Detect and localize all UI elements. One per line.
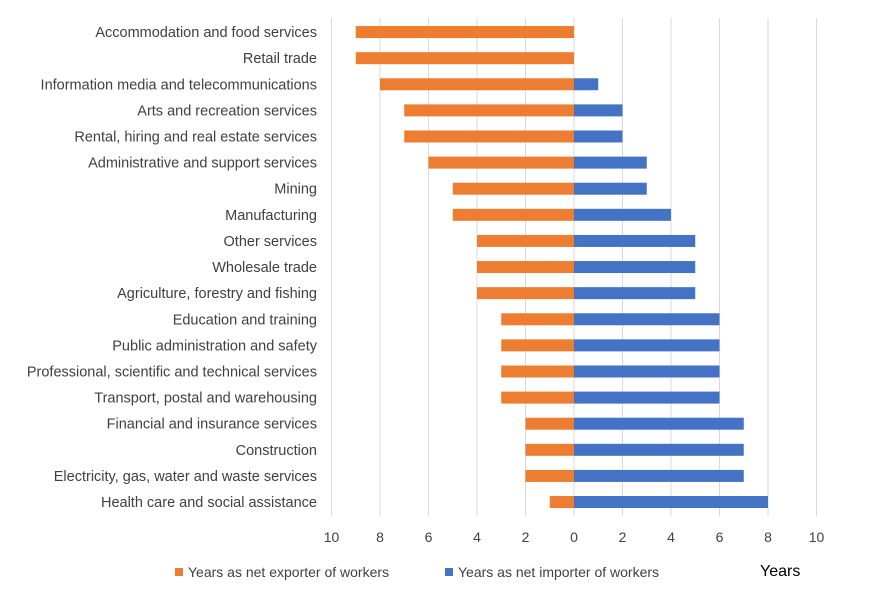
bar-importer	[574, 313, 720, 326]
category-label: Financial and insurance services	[107, 417, 317, 433]
bar-exporter	[501, 365, 574, 378]
category-labels: Accommodation and food services Retail tr…	[27, 25, 318, 511]
bar-exporter	[355, 26, 574, 39]
x-tick-labels: 10 8 6 4 2 0 2 4 6 8 10	[324, 529, 825, 545]
bar-exporter	[525, 417, 574, 430]
bar-importer	[574, 130, 623, 143]
category-label: Administrative and support services	[88, 156, 317, 172]
bar-exporter	[501, 391, 574, 404]
category-label: Education and training	[173, 312, 317, 328]
x-tick-label: 4	[667, 529, 675, 545]
category-label: Mining	[274, 182, 317, 198]
x-tick-label: 4	[473, 529, 481, 545]
category-label: Accommodation and food services	[95, 25, 317, 41]
category-label: Health care and social assistance	[101, 495, 317, 511]
legend-label-exporter: Years as net exporter of workers	[188, 564, 390, 580]
bar-exporter	[477, 234, 574, 247]
bar-importer	[574, 104, 623, 117]
category-label: Retail trade	[243, 51, 317, 67]
x-tick-label: 2	[522, 529, 530, 545]
bar-importer	[574, 339, 720, 352]
legend-swatch-exporter	[175, 568, 183, 576]
bar-exporter	[452, 208, 574, 221]
legend-label-importer: Years as net importer of workers	[458, 564, 660, 580]
category-label: Information media and telecommunications	[41, 77, 317, 93]
legend-swatch-importer	[445, 568, 453, 576]
bar-exporter	[428, 156, 574, 169]
bar-exporter	[404, 104, 574, 117]
bar-exporter	[525, 443, 574, 456]
category-label: Rental, hiring and real estate services	[74, 129, 317, 145]
bar-exporter	[404, 130, 574, 143]
category-label: Agriculture, forestry and fishing	[117, 286, 317, 302]
x-tick-label: 8	[764, 529, 772, 545]
bar-importer	[574, 391, 720, 404]
legend-exporter: Years as net exporter of workers	[175, 564, 389, 580]
x-tick-label: 8	[376, 529, 384, 545]
x-tick-label: 2	[619, 529, 627, 545]
x-tick-label: 0	[570, 529, 578, 545]
bar-exporter	[501, 339, 574, 352]
category-label: Manufacturing	[225, 208, 317, 224]
x-tick-label: 6	[716, 529, 724, 545]
bar-exporter	[549, 496, 574, 509]
category-label: Professional, scientific and technical s…	[27, 364, 317, 380]
bar-importer	[574, 287, 696, 300]
bar-importer	[574, 156, 647, 169]
x-tick-label: 6	[425, 529, 433, 545]
bar-importer	[574, 261, 696, 274]
bar-exporter	[355, 52, 574, 65]
bar-importer	[574, 234, 696, 247]
bar-exporter	[477, 287, 574, 300]
bar-importer	[574, 443, 744, 456]
bar-exporter	[525, 469, 574, 482]
bar-exporter	[380, 78, 574, 91]
bar-importer	[574, 469, 744, 482]
bar-importer	[574, 365, 720, 378]
category-label: Construction	[236, 443, 317, 459]
category-label: Public administration and safety	[112, 338, 317, 354]
bar-exporter	[452, 182, 574, 195]
category-label: Electricity, gas, water and waste servic…	[54, 469, 317, 485]
bars	[355, 26, 768, 509]
category-label: Transport, postal and warehousing	[94, 391, 317, 407]
bar-importer	[574, 208, 671, 221]
bar-importer	[574, 182, 647, 195]
bar-importer	[574, 417, 744, 430]
bar-exporter	[477, 261, 574, 274]
category-label: Wholesale trade	[212, 260, 317, 276]
category-label: Arts and recreation services	[137, 103, 317, 119]
legend-importer: Years as net importer of workers	[445, 564, 659, 580]
bar-importer	[574, 78, 599, 91]
x-tick-label: 10	[809, 529, 825, 545]
bar-exporter	[501, 313, 574, 326]
x-tick-label: 10	[324, 529, 340, 545]
bar-importer	[574, 496, 768, 509]
category-label: Other services	[224, 234, 317, 250]
x-axis-label: Years	[760, 563, 801, 580]
